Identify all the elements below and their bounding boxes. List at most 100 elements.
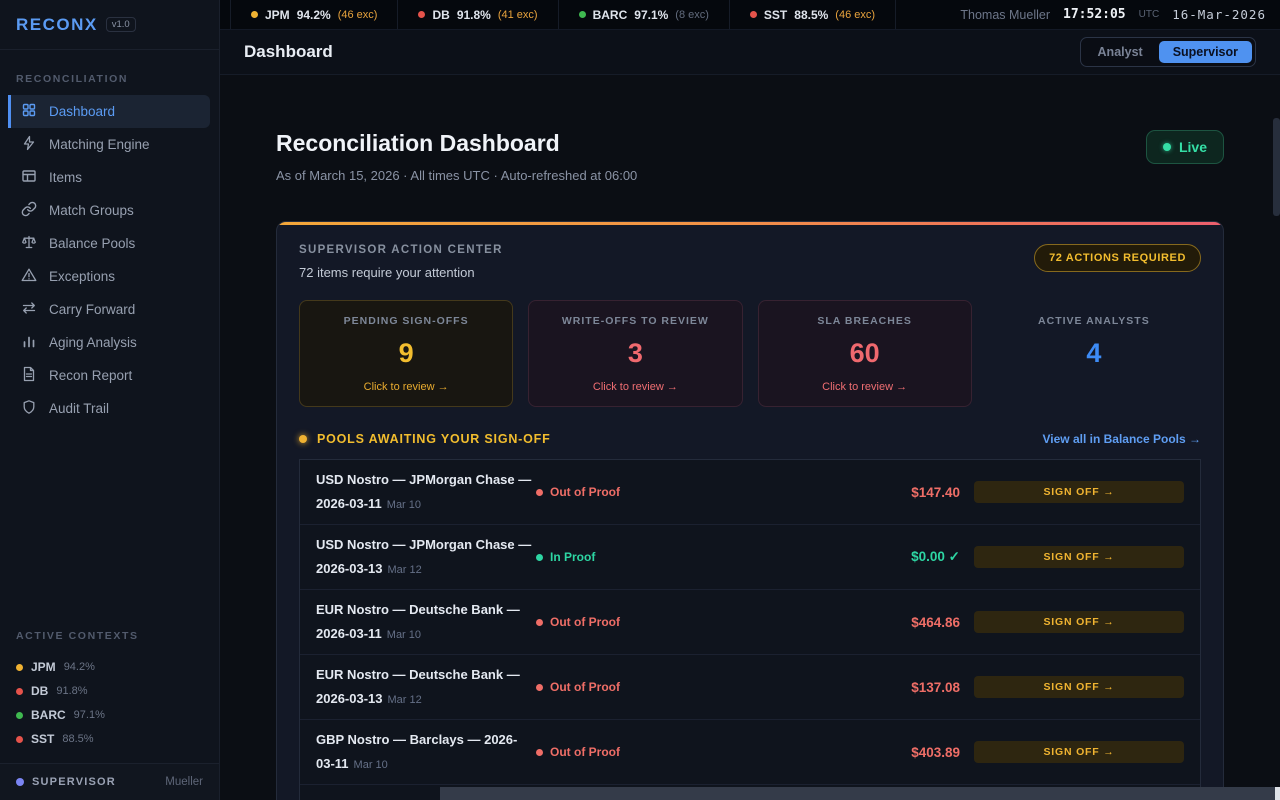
sidebar-item-items[interactable]: Items [8,161,210,194]
sidebar-item-label: Recon Report [49,368,133,383]
pool-status: Out of Proof [536,745,848,759]
ticker-sst[interactable]: SST 88.5% (46 exc) [730,0,897,29]
action-center-label: SUPERVISOR ACTION CENTER [299,244,503,256]
sign-off-button[interactable]: SIGN OFF → [974,546,1184,568]
status-dot [418,11,426,18]
sidebar-item-exceptions[interactable]: Exceptions [8,260,210,293]
context-name: SST [31,732,55,746]
role-user: Mueller [165,776,203,788]
ticker-exceptions: (41 exc) [497,8,538,21]
pool-status: Out of Proof [536,680,848,694]
stat-review-link[interactable]: Click to review → [363,381,449,393]
sidebar-item-matching-engine[interactable]: Matching Engine [8,128,210,161]
page-title: Dashboard [244,42,333,61]
stat-review-link[interactable]: Click to review → [592,381,678,393]
pool-amount: $137.08 [911,679,960,695]
status-dot [536,488,543,496]
sidebar-item-balance-pools[interactable]: Balance Pools [8,227,210,260]
sidebar-item-match-groups[interactable]: Match Groups [8,194,210,227]
stats-row: PENDING SIGN-OFFS 9 Click to review → WR… [299,300,1201,407]
stat-review-link[interactable]: Click to review → [822,381,908,393]
topbar-meta: Thomas Mueller 17:52:05 UTC 16-Mar-2026 [960,0,1280,29]
live-label: Live [1178,139,1207,155]
ticker-barc[interactable]: BARC 97.1% (8 exc) [559,0,730,29]
ticker-pct: 91.8% [456,7,491,22]
role-label: SUPERVISOR [32,776,116,788]
main-content: Reconciliation Dashboard As of March 15,… [220,75,1280,800]
ticker-pct: 94.2% [296,7,331,22]
sidebar-item-label: Carry Forward [49,302,136,317]
table-icon [21,168,37,187]
sign-off-button[interactable]: SIGN OFF → [974,741,1184,763]
ticker-name: DB [432,7,450,22]
brand-header: RECONX v1.0 [0,0,219,50]
stat-label: SLA BREACHES [817,315,912,327]
role-dot [16,778,24,786]
mode-option-supervisor[interactable]: Supervisor [1158,41,1252,63]
pool-status: Out of Proof [536,485,848,499]
context-name: JPM [31,660,56,674]
pool-amount: $147.40 [911,484,960,500]
pool-amount: $0.00 ✓ [911,549,960,564]
context-item-barc[interactable]: BARC 97.1% [16,703,203,727]
stat-card-pending-signoffs[interactable]: PENDING SIGN-OFFS 9 Click to review → [299,300,514,407]
sidebar-item-audit-trail[interactable]: Audit Trail [8,392,210,425]
action-center-heading: SUPERVISOR ACTION CENTER 72 items requir… [299,244,503,280]
status-dot [536,553,543,561]
context-pct: 88.5% [62,733,94,745]
mode-option-analyst[interactable]: Analyst [1097,45,1143,59]
horizontal-scrollbar[interactable] [440,787,1280,800]
ticker-exceptions: (8 exc) [675,8,709,21]
sign-off-button[interactable]: SIGN OFF → [974,611,1184,633]
sign-off-button[interactable]: SIGN OFF → [974,676,1184,698]
pool-date-tag: Mar 10 [386,498,422,511]
context-name: BARC [31,708,66,722]
pool-date-tag: Mar 10 [386,628,422,641]
pool-row: USD Nostro — JPMorgan Chase — 2026-03-13… [300,525,1200,590]
ticker-jpm[interactable]: JPM 94.2% (46 exc) [230,0,399,29]
status-dot [536,618,543,626]
pool-date-tag: Mar 10 [353,758,388,771]
status-dot [16,711,23,719]
sidebar-item-label: Audit Trail [49,401,110,416]
sidebar-item-carry-forward[interactable]: Carry Forward [8,293,210,326]
view-all-balance-pools-link[interactable]: View all in Balance Pools → [1042,432,1201,446]
shield-icon [21,399,37,418]
context-item-jpm[interactable]: JPM 94.2% [16,655,203,679]
pool-name: EUR Nostro — Deutsche Bank — 2026-03-13 M… [316,666,520,706]
stat-card-writeoffs[interactable]: WRITE-OFFS TO REVIEW 3 Click to review → [528,300,743,407]
bar-chart-icon [21,333,37,352]
pool-row: GBP Nostro — Barclays — 2026-03-11 Mar 10… [300,720,1200,785]
scrollbar-corner [1275,787,1280,800]
scale-icon [21,234,37,253]
dashboard-heading-block: Reconciliation Dashboard As of March 15,… [276,130,637,183]
horizontal-scrollbar-thumb[interactable] [440,787,1280,800]
sign-off-button[interactable]: SIGN OFF → [974,481,1184,503]
stat-label: PENDING SIGN-OFFS [343,315,469,327]
ticker-name: JPM [265,7,290,22]
warning-triangle-icon [21,267,37,286]
ticker-bar: JPM 94.2% (46 exc) DB 91.8% (41 exc) BAR… [220,0,1280,30]
stat-card-sla-breaches[interactable]: SLA BREACHES 60 Click to review → [757,300,972,407]
sidebar-item-recon-report[interactable]: Recon Report [8,359,210,392]
ticker-name: SST [763,7,788,22]
ticker-db[interactable]: DB 91.8% (41 exc) [398,0,559,29]
context-item-db[interactable]: DB 91.8% [16,679,203,703]
context-pct: 94.2% [63,661,95,673]
dashboard-subtitle: As of March 15, 2026 · All times UTC · A… [276,168,638,183]
sidebar-item-dashboard[interactable]: Dashboard [8,95,210,128]
context-item-sst[interactable]: SST 88.5% [16,727,203,751]
stat-value: 3 [627,338,643,368]
stat-value: 60 [849,338,880,368]
sidebar-item-aging-analysis[interactable]: Aging Analysis [8,326,210,359]
status-dot [16,663,23,671]
pool-row: EUR Nostro — Deutsche Bank — 2026-03-11 M… [300,590,1200,655]
clock: 17:52:05 [1063,7,1126,22]
link-icon [21,201,37,220]
actions-required-badge: 72 ACTIONS REQUIRED [1034,244,1201,272]
pool-amount: $464.86 [911,614,960,630]
action-center-sublabel: 72 items require your attention [299,265,475,280]
context-pct: 97.1% [73,709,105,721]
vertical-scrollbar-thumb[interactable] [1273,118,1280,216]
